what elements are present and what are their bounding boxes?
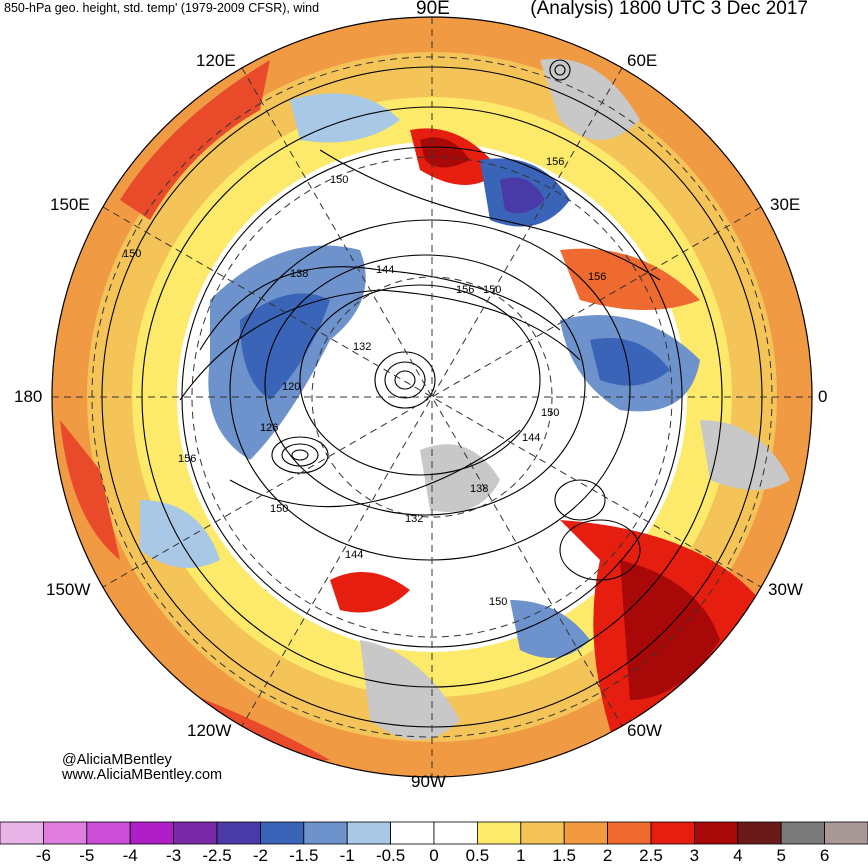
contour-label: 156 bbox=[588, 271, 606, 283]
colorbar-tick-label: 5 bbox=[776, 846, 786, 865]
contour-label: 156 bbox=[546, 156, 564, 168]
colorbar-swatch bbox=[694, 821, 739, 845]
credit-website: www.AliciaMBentley.com bbox=[62, 767, 223, 783]
colorbar-swatch bbox=[0, 821, 44, 845]
contour-label: 150 bbox=[123, 248, 141, 260]
contour-label: 144 bbox=[522, 432, 540, 444]
colorbar-tick-label: -1 bbox=[339, 846, 355, 865]
contour-label: 150 bbox=[483, 284, 501, 296]
colorbar-tick-label: 1 bbox=[516, 846, 526, 865]
lon-label-60e: 60E bbox=[627, 51, 658, 70]
colorbar-swatch bbox=[607, 821, 652, 845]
colorbar-swatch bbox=[780, 821, 826, 845]
contour-label: 144 bbox=[345, 549, 363, 561]
map-disk bbox=[52, 17, 812, 777]
colorbar-tick-label: 0.5 bbox=[465, 846, 490, 865]
contour-label-group: 156 150 138 144 132 120 126 150 156 150 … bbox=[123, 156, 606, 608]
credit-twitter: @AliciaMBentley bbox=[62, 752, 172, 768]
contour-label: 126 bbox=[260, 422, 278, 434]
contour-label: 156 bbox=[456, 284, 474, 296]
colorbar-swatch bbox=[259, 821, 305, 845]
colorbar-swatch bbox=[650, 821, 695, 845]
colorbar-tick-label: -0.5 bbox=[375, 846, 406, 865]
lon-label-120e: 120E bbox=[196, 51, 236, 70]
colorbar-swatch bbox=[737, 821, 782, 845]
colorbar-tick-label: 1.5 bbox=[552, 846, 577, 865]
lon-label-0: 0 bbox=[818, 387, 828, 406]
polar-stereographic-map: 156 150 138 144 132 120 126 150 156 150 … bbox=[51, 16, 813, 778]
colorbar-swatch bbox=[824, 821, 868, 845]
lon-label-90e: 90E bbox=[416, 0, 450, 19]
contour-label: 150 bbox=[541, 407, 559, 419]
map-border bbox=[51, 16, 813, 778]
colorbar-tick-label: -3 bbox=[166, 846, 182, 865]
colorbar-tick-label: -2 bbox=[252, 846, 268, 865]
graticule bbox=[52, 17, 812, 777]
lon-label-180: 180 bbox=[14, 387, 43, 406]
colorbar-tick-label: 4 bbox=[733, 846, 743, 865]
colorbar-swatch bbox=[303, 821, 348, 845]
lon-label-150w: 150W bbox=[46, 580, 91, 599]
colorbar-swatch bbox=[390, 821, 435, 845]
colorbar-tick-label: -4 bbox=[122, 846, 138, 865]
lon-label-30e: 30E bbox=[770, 195, 801, 214]
colorbar-swatch bbox=[520, 821, 565, 845]
colorbar-tick-label: 0 bbox=[429, 846, 439, 865]
lon-label-60w: 60W bbox=[627, 721, 662, 740]
colorbar-swatch bbox=[346, 821, 392, 845]
analysis-time: (Analysis) 1800 UTC 3 Dec 2017 bbox=[530, 0, 808, 19]
colorbar-swatch bbox=[433, 821, 478, 845]
colorbar-tick-label: -2.5 bbox=[202, 846, 232, 865]
colorbar-tick-label: 6 bbox=[819, 846, 830, 865]
colorbar-tick-label: -1.5 bbox=[289, 846, 319, 865]
lon-label-150e: 150E bbox=[50, 195, 90, 214]
contour-label: 138 bbox=[470, 483, 488, 495]
lon-label-90w: 90W bbox=[411, 772, 446, 791]
colorbar-swatch bbox=[43, 821, 88, 845]
contour-label: 132 bbox=[353, 341, 371, 353]
colorbar-swatch bbox=[129, 821, 174, 845]
contour-label: 150 bbox=[330, 174, 348, 186]
colorbar-tick-label: 3 bbox=[689, 846, 700, 865]
colorbar-swatch bbox=[86, 821, 131, 845]
contour-label: 138 bbox=[290, 268, 308, 280]
colorbar-tick-label: -6 bbox=[35, 846, 51, 865]
contour-label: 156 bbox=[178, 453, 196, 465]
colorbar-swatch bbox=[476, 821, 522, 845]
colorbar-swatch bbox=[173, 821, 218, 845]
colorbar-tick-label: 2 bbox=[602, 846, 613, 865]
colorbar bbox=[0, 821, 868, 845]
colorbar-tick-label: 2.5 bbox=[639, 846, 663, 865]
lon-label-30w: 30W bbox=[768, 580, 803, 599]
lon-label-120w: 120W bbox=[187, 721, 232, 740]
contour-label: 150 bbox=[489, 596, 507, 608]
colorbar-tick-label: -5 bbox=[79, 846, 95, 865]
colorbar-swatch bbox=[563, 821, 609, 845]
map-title: 850-hPa geo. height, std. temp' (1979-20… bbox=[4, 1, 320, 15]
contour-label: 150 bbox=[270, 503, 288, 515]
contour-label: 144 bbox=[376, 264, 394, 276]
contour-label: 120 bbox=[282, 381, 300, 393]
colorbar-swatch bbox=[216, 821, 261, 845]
contour-label: 132 bbox=[405, 513, 423, 525]
